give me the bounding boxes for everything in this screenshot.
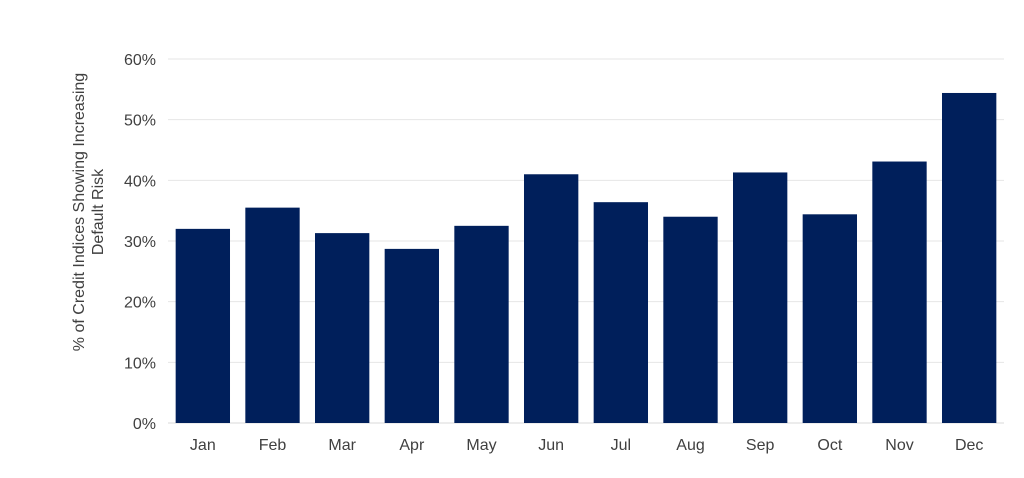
x-tick-label: Jan <box>190 437 216 454</box>
bar-oct <box>802 214 858 423</box>
bar-may <box>454 225 509 423</box>
bar-nov <box>872 161 927 423</box>
x-tick-label: Mar <box>328 437 356 454</box>
bar-jun <box>523 174 579 423</box>
y-tick-label: 50% <box>124 113 156 130</box>
bar-jan <box>175 228 231 423</box>
bar-jul <box>593 202 649 423</box>
y-axis-ticks: 0% 10% 20% 30% 40% 50% 60% <box>124 52 156 433</box>
bar-sep <box>732 172 788 423</box>
bar-aug <box>663 216 718 423</box>
x-tick-label: Nov <box>885 437 913 454</box>
y-tick-label: 10% <box>124 355 156 372</box>
x-tick-label: Jun <box>538 437 564 454</box>
bar-mar <box>314 233 370 423</box>
x-tick-label: Feb <box>259 437 287 454</box>
x-tick-label: Apr <box>399 437 425 454</box>
y-axis-title-line-2: Default Risk <box>90 168 107 255</box>
x-tick-label: Dec <box>955 437 983 454</box>
y-tick-label: 20% <box>124 295 156 312</box>
y-tick-label: 60% <box>124 52 156 69</box>
bar-apr <box>384 248 440 423</box>
y-tick-label: 40% <box>124 173 156 190</box>
bars <box>175 92 997 424</box>
x-tick-label: May <box>466 437 496 454</box>
x-axis-ticks: Jan Feb Mar Apr May Jun Jul Aug Sep Oct Nov Dec <box>190 437 983 454</box>
y-tick-label: 30% <box>124 234 156 251</box>
x-tick-label: Sep <box>746 437 775 454</box>
x-tick-label: Jul <box>611 437 631 454</box>
y-axis-title-line-1: % of Credit Indices Showing Increasing <box>71 73 88 351</box>
y-tick-label: 0% <box>133 416 156 433</box>
x-tick-label: Oct <box>817 437 842 454</box>
x-tick-label: Aug <box>676 437 704 454</box>
bar-dec <box>941 92 997 424</box>
bar-feb <box>245 207 300 423</box>
gridlines <box>168 58 1004 424</box>
